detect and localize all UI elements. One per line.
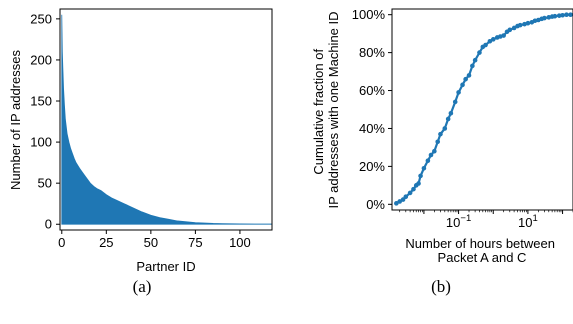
- chart-b-xlabel: Number of hours between Packet A and C: [405, 236, 558, 265]
- chart-b-point: [472, 57, 478, 63]
- chart-b-ytick-label: 20%: [359, 159, 385, 174]
- chart-b-point: [400, 197, 406, 202]
- chart-b-point: [564, 12, 569, 17]
- chart-b-point: [460, 82, 465, 88]
- chart-b-point: [511, 25, 517, 31]
- chart-a-xtick-label: 0: [58, 235, 65, 250]
- chart-b-point: [466, 73, 472, 78]
- chart-a-axes-frame: [59, 8, 273, 231]
- chart-b-xlabel-line-2: Packet A and C: [438, 250, 527, 265]
- chart-b-point: [418, 173, 423, 179]
- chart-b-ylabel-line-1: Cumulative fraction of: [311, 49, 326, 175]
- chart-b-line-layer: [394, 12, 573, 206]
- chart-b-point: [425, 158, 431, 163]
- chart-a-ytick-label: 0: [45, 217, 52, 232]
- chart-b-ytick-label: 100%: [352, 7, 386, 22]
- chart-b-point: [483, 42, 488, 48]
- chart-b-point: [394, 201, 399, 206]
- chart-b-point: [542, 15, 547, 21]
- chart-a-xtick-label: 25: [99, 235, 113, 250]
- chart-b-point: [438, 131, 443, 137]
- chart-b-xtick-label: 101: [518, 213, 538, 230]
- chart-a-xlabel: Partner ID: [136, 259, 195, 274]
- chart-b-ytick-label: 80%: [359, 45, 385, 60]
- chart-b-point: [507, 27, 513, 33]
- chart-b-point: [448, 110, 454, 116]
- chart-a-area-layer: [61, 14, 273, 225]
- chart-b-ylabel: Cumulative fraction of IP addresses with…: [311, 11, 341, 208]
- chart-b-point: [470, 63, 475, 69]
- chart-b-point: [552, 13, 558, 19]
- chart-a: 0 25 50 75 100 0 50 100 150 200 250 Partner ID Num…: [8, 8, 273, 296]
- chart-a-ylabel: Number of IP addresses: [8, 50, 23, 190]
- chart-b-point: [403, 194, 409, 200]
- chart-a-xtick-label: 100: [229, 235, 251, 250]
- chart-b-ylabel-line-2: IP addresses with one Machine ID: [326, 11, 341, 208]
- chart-b-point: [432, 148, 437, 154]
- chart-a-xtick-label: 75: [188, 235, 202, 250]
- chart-a-ytick-label: 100: [30, 135, 52, 150]
- chart-b-point: [407, 190, 413, 196]
- chart-b-ticks: 10−1 101 0% 20% 40% 60% 80% 100%: [352, 7, 573, 230]
- chart-b-point: [411, 186, 416, 192]
- chart-b-point: [477, 50, 482, 55]
- chart-b-point: [416, 181, 421, 186]
- chart-b-point: [501, 33, 506, 38]
- chart-b-xtick-label: 10−1: [446, 213, 471, 230]
- chart-b: 10−1 101 0% 20% 40% 60% 80% 100% Number of hour…: [311, 7, 573, 296]
- chart-a-ytick-label: 50: [38, 176, 52, 191]
- panel-a-caption: (a): [133, 277, 152, 296]
- chart-b-point: [487, 38, 493, 44]
- chart-b-ytick-label: 60%: [359, 83, 385, 98]
- chart-b-ytick-label: 0%: [366, 197, 385, 212]
- chart-b-point: [490, 37, 496, 42]
- chart-b-point: [428, 152, 434, 158]
- chart-b-ytick-label: 40%: [359, 121, 385, 136]
- chart-b-point: [568, 12, 573, 17]
- chart-b-point: [456, 90, 461, 95]
- panel-b-caption: (b): [431, 277, 451, 296]
- chart-b-point: [442, 126, 448, 131]
- chart-b-point: [525, 20, 531, 26]
- chart-b-point: [421, 165, 427, 171]
- chart-b-xlabel-line-1: Number of hours between: [405, 236, 555, 251]
- chart-a-area-series: [61, 14, 273, 225]
- chart-a-ytick-label: 150: [30, 94, 52, 109]
- chart-a-ticks: 0 25 50 75 100 0 50 100 150 200 250: [30, 11, 250, 250]
- chart-b-point: [560, 12, 565, 18]
- chart-b-point: [463, 76, 468, 82]
- chart-b-point: [556, 13, 562, 18]
- chart-a-ytick-label: 250: [30, 11, 52, 26]
- chart-b-point: [435, 139, 441, 145]
- chart-a-xtick-label: 50: [144, 235, 158, 250]
- chart-b-point: [445, 116, 451, 122]
- chart-a-ytick-label: 200: [30, 52, 52, 67]
- chart-b-point: [397, 199, 402, 204]
- chart-b-point: [517, 22, 523, 28]
- chart-b-point: [452, 99, 458, 105]
